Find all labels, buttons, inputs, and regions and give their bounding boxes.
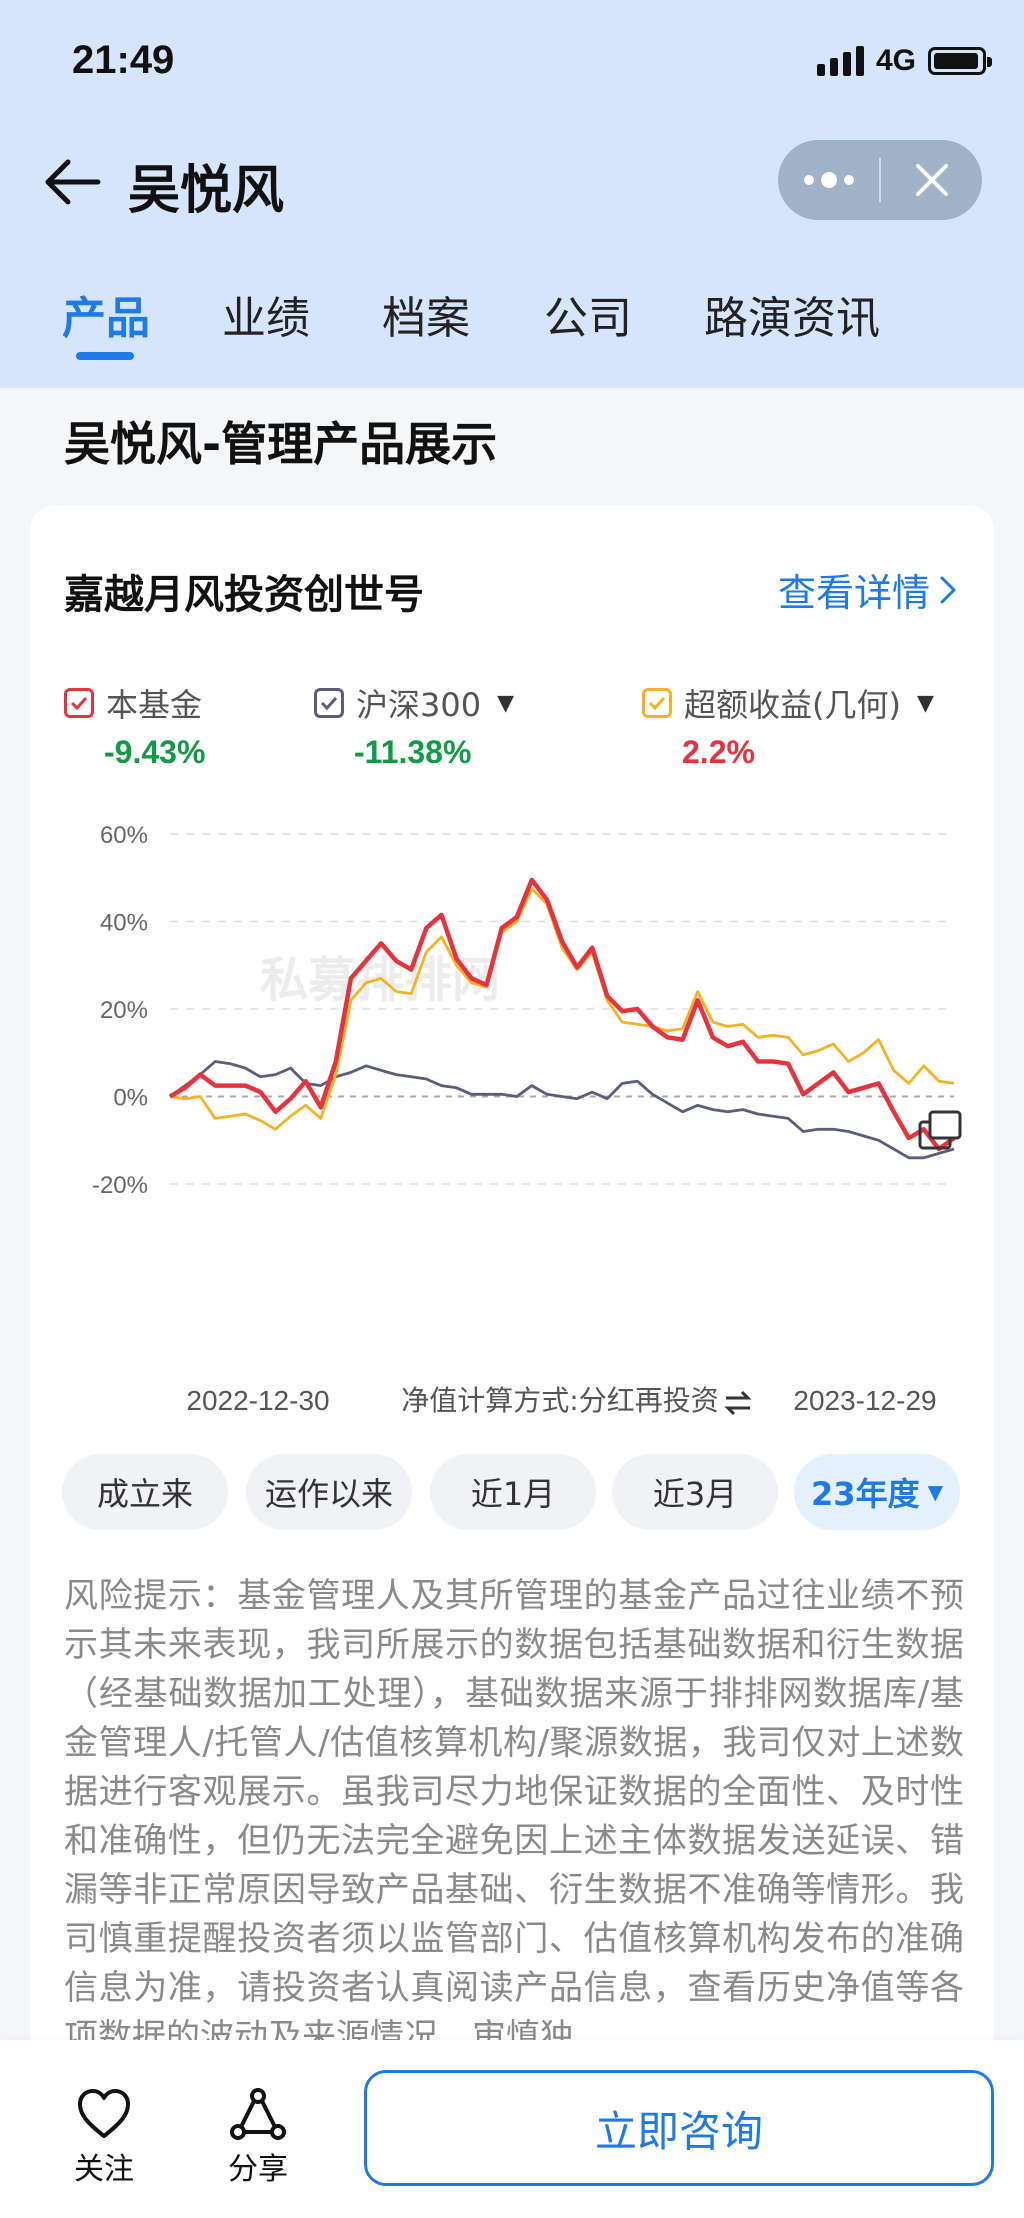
legend-value: 2.2% bbox=[682, 734, 755, 770]
bottom-action-bar: 关注 分享 立即咨询 bbox=[0, 2040, 1024, 2218]
chart-series bbox=[168, 877, 956, 1160]
arrow-left-icon bbox=[45, 159, 101, 205]
legend-excess-return[interactable]: 超额收益(几何) ▼ 2.2% bbox=[642, 680, 934, 771]
range-3-months[interactable]: 近3月 bbox=[612, 1454, 778, 1530]
tab-profile[interactable]: 档案 bbox=[382, 293, 470, 344]
chevron-right-icon bbox=[940, 576, 956, 603]
tab-products[interactable]: 产品 bbox=[62, 293, 150, 344]
consult-now-button[interactable]: 立即咨询 bbox=[364, 2070, 994, 2186]
range-2023[interactable]: 23年度 ▼ bbox=[794, 1454, 960, 1530]
more-button[interactable] bbox=[778, 140, 879, 220]
range-since-inception[interactable]: 成立来 bbox=[62, 1454, 228, 1530]
switch-method-icon[interactable] bbox=[724, 1390, 752, 1416]
close-button[interactable] bbox=[881, 140, 982, 220]
section-title: 吴悦风-管理产品展示 bbox=[64, 417, 498, 471]
dropdown-arrow-icon: ▼ bbox=[927, 1480, 943, 1504]
status-indicators: 4G bbox=[816, 44, 992, 78]
heart-icon bbox=[78, 2089, 130, 2138]
tab-performance[interactable]: 业绩 bbox=[222, 293, 310, 344]
page-title: 吴悦风 bbox=[128, 161, 285, 221]
fullscreen-button[interactable] bbox=[918, 1110, 962, 1150]
fund-card: 嘉越月风投资创世号 查看详情 本基金 -9.43% 沪深300 ▼ -11.38… bbox=[30, 506, 994, 2066]
follow-label: 关注 bbox=[74, 2152, 134, 2187]
legend-value: -9.43% bbox=[104, 734, 206, 770]
share-button[interactable]: 分享 bbox=[208, 2084, 308, 2188]
follow-button[interactable]: 关注 bbox=[54, 2084, 154, 2188]
series-line-2 bbox=[169, 887, 955, 1131]
dropdown-arrow-icon[interactable]: ▼ bbox=[916, 690, 934, 716]
legend-label: 沪深300 bbox=[356, 686, 482, 724]
y-tick-label: -20% bbox=[92, 1172, 148, 1199]
nav-method-label: 净值计算方式:分红再投资 bbox=[401, 1384, 718, 1417]
legend-label: 本基金 bbox=[106, 686, 203, 724]
signal-icon bbox=[816, 46, 864, 76]
y-tick-label: 0% bbox=[113, 1085, 148, 1112]
legend-value: -11.38% bbox=[354, 734, 472, 770]
series-line-0 bbox=[168, 877, 956, 1152]
status-time: 21:49 bbox=[72, 38, 175, 82]
battery-icon bbox=[928, 47, 992, 75]
more-dots-icon bbox=[803, 172, 854, 188]
back-button[interactable] bbox=[40, 150, 104, 214]
view-detail-label: 查看详情 bbox=[777, 571, 930, 615]
x-end-label: 2023-12-29 bbox=[793, 1385, 936, 1416]
share-icon bbox=[230, 2088, 286, 2140]
capsule-divider bbox=[879, 158, 881, 202]
tab-active-indicator bbox=[76, 352, 134, 360]
y-tick-label: 60% bbox=[100, 822, 148, 849]
tab-bar: 产品 业绩 档案 公司 路演资讯 bbox=[0, 282, 1024, 372]
fund-name: 嘉越月风投资创世号 bbox=[64, 572, 424, 618]
chart-grid bbox=[170, 833, 954, 1185]
risk-disclaimer: 风险提示：基金管理人及其所管理的基金产品过往业绩不预示其未来表现，我司所展示的数… bbox=[64, 1576, 964, 2057]
checkbox-checked-icon[interactable] bbox=[314, 688, 344, 718]
close-icon bbox=[915, 164, 948, 196]
checkbox-checked-icon[interactable] bbox=[64, 688, 94, 718]
y-tick-label: 20% bbox=[100, 997, 148, 1024]
range-2023-label: 23年度 bbox=[811, 1475, 920, 1513]
performance-chart: 60%40%20%0%-20% 私募排排网 2022-12-30 净值计算方式:… bbox=[92, 822, 962, 1417]
tab-roadshow[interactable]: 路演资讯 bbox=[704, 293, 880, 344]
top-header: 21:49 4G 吴悦风 产品 业绩 档案 公司 路演资讯 bbox=[0, 0, 1024, 388]
range-1-month[interactable]: 近1月 bbox=[430, 1454, 596, 1530]
range-since-operation[interactable]: 运作以来 bbox=[246, 1454, 412, 1530]
legend-label: 超额收益(几何) bbox=[684, 686, 901, 724]
dropdown-arrow-icon[interactable]: ▼ bbox=[497, 690, 515, 716]
legend-fund[interactable]: 本基金 -9.43% bbox=[64, 680, 205, 771]
chart-y-ticks: 60% 40% 20% 0% -20% bbox=[92, 822, 148, 1199]
view-detail-link[interactable]: 查看详情 bbox=[778, 562, 958, 617]
mini-program-capsule bbox=[778, 140, 982, 220]
x-start-label: 2022-12-30 bbox=[186, 1385, 329, 1416]
tab-company[interactable]: 公司 bbox=[544, 293, 632, 344]
network-type: 4G bbox=[875, 44, 916, 77]
legend-csi300[interactable]: 沪深300 ▼ -11.38% bbox=[314, 680, 514, 771]
series-line-1 bbox=[169, 1060, 955, 1160]
share-label: 分享 bbox=[228, 2152, 288, 2187]
y-tick-label: 40% bbox=[100, 910, 148, 937]
checkbox-checked-icon[interactable] bbox=[642, 688, 672, 718]
